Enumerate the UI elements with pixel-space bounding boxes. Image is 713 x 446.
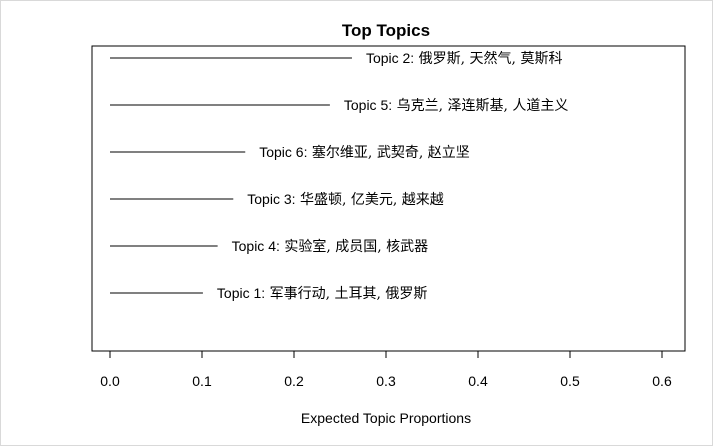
topic-words: 华盛顿, 亿美元, 越来越 bbox=[296, 192, 444, 208]
topic-words: 实验室, 成员国, 核武器 bbox=[280, 238, 428, 255]
topic-name: Topic 5: bbox=[344, 97, 392, 113]
topic-label: Topic 3: 华盛顿, 亿美元, 越来越 bbox=[247, 191, 444, 208]
chart-title: Top Topics bbox=[342, 21, 430, 40]
x-tick-label: 0.6 bbox=[652, 373, 672, 389]
x-tick-label: 0.4 bbox=[468, 373, 488, 389]
topic-name: Topic 6: bbox=[259, 144, 307, 160]
x-axis-label: Expected Topic Proportions bbox=[301, 410, 471, 426]
topic-label: Topic 2: 俄罗斯, 天然气, 莫斯科 bbox=[366, 50, 563, 67]
x-tick-label: 0.2 bbox=[284, 373, 304, 389]
topic-label: Topic 1: 军事行动, 土耳其, 俄罗斯 bbox=[217, 285, 428, 302]
topic-label: Topic 4: 实验室, 成员国, 核武器 bbox=[232, 238, 429, 255]
x-tick-label: 0.5 bbox=[560, 373, 580, 389]
x-axis-ticks: 0.0 0.1 0.2 0.3 0.4 0.5 0.6 bbox=[100, 351, 672, 389]
topic-words: 军事行动, 土耳其, 俄罗斯 bbox=[265, 286, 427, 302]
topic-name: Topic 1: bbox=[217, 285, 265, 301]
topic-name: Topic 3: bbox=[247, 191, 295, 207]
topic-words: 俄罗斯, 天然气, 莫斯科 bbox=[414, 50, 562, 67]
x-tick-label: 0.0 bbox=[100, 373, 120, 389]
topic-name: Topic 4: bbox=[232, 238, 280, 254]
topic-name: Topic 2: bbox=[366, 50, 414, 66]
x-tick-label: 0.3 bbox=[376, 373, 396, 389]
topic-words: 塞尔维亚, 武契奇, 赵立坚 bbox=[307, 144, 469, 161]
x-tick-label: 0.1 bbox=[192, 373, 212, 389]
topic-label: Topic 5: 乌克兰, 泽连斯基, 人道主义 bbox=[344, 97, 569, 114]
topic-label: Topic 6: 塞尔维亚, 武契奇, 赵立坚 bbox=[259, 144, 470, 161]
topic-words: 乌克兰, 泽连斯基, 人道主义 bbox=[392, 97, 568, 114]
topic-bars: Topic 2: 俄罗斯, 天然气, 莫斯科 Topic 5: 乌克兰, 泽连斯基… bbox=[110, 50, 568, 302]
